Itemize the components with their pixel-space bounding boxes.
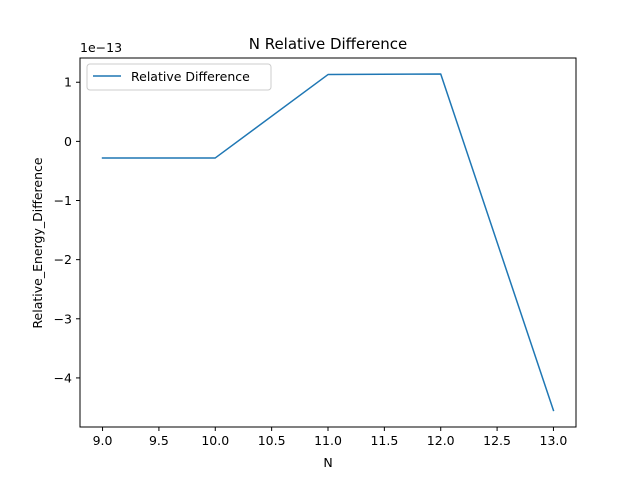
- y-tick-label: −1: [54, 193, 72, 208]
- x-tick-label: 9.0: [93, 433, 113, 448]
- y-tick-label: −4: [54, 370, 72, 385]
- plot-area: 9.0 9.5 10.0 10.5 11.0 11.5 12.0 12.5 13.0 1 0 −1 −2…: [54, 57, 577, 448]
- x-tick-label: 12.5: [483, 433, 511, 448]
- y-tick-label: 1: [64, 75, 72, 90]
- y-axis-label: Relative_Energy_Difference: [30, 157, 45, 328]
- y-offset-text: 1e−13: [80, 40, 122, 55]
- x-axis-label: N: [323, 455, 332, 470]
- x-tick-label: 12.0: [427, 433, 455, 448]
- x-tick-label: 10.0: [201, 433, 229, 448]
- y-tick-label: −2: [54, 252, 72, 267]
- x-tick-label: 11.0: [314, 433, 342, 448]
- legend-label: Relative Difference: [131, 69, 250, 84]
- legend: Relative Difference: [86, 63, 272, 91]
- x-tick-label: 9.5: [149, 433, 169, 448]
- y-tick-label: −3: [54, 311, 72, 326]
- chart-title: N Relative Difference: [249, 35, 408, 53]
- x-tick-label: 13.0: [540, 433, 568, 448]
- y-tick-label: 0: [64, 134, 72, 149]
- x-tick-label: 10.5: [258, 433, 286, 448]
- legend-box: [86, 63, 272, 91]
- x-tick-label: 11.5: [370, 433, 398, 448]
